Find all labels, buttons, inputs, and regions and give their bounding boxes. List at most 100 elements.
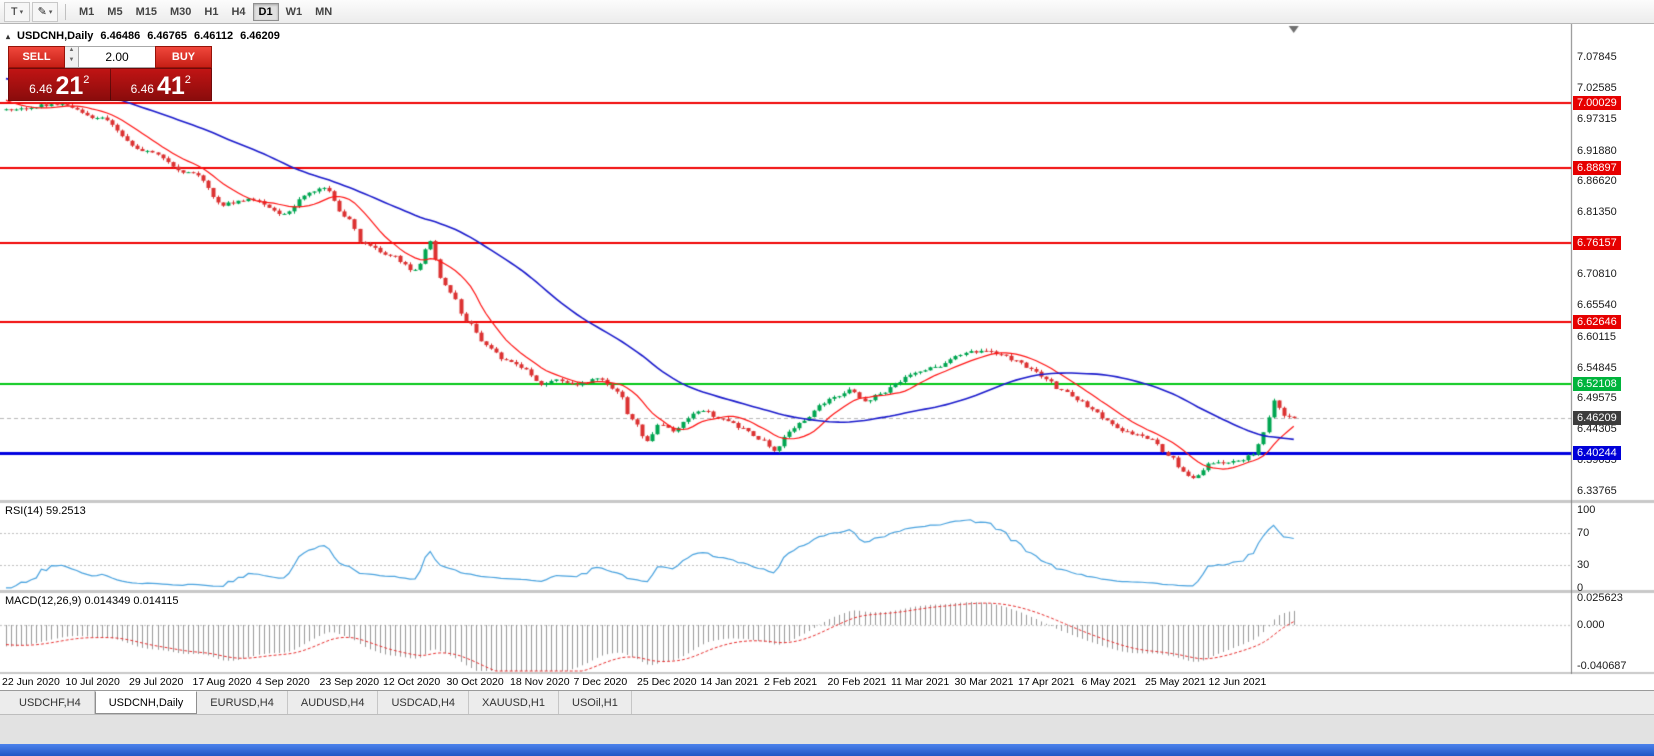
price-scale-label: 6.81350 [1577, 206, 1617, 219]
bid-price-prefix: 6.46 [29, 82, 53, 96]
toolbar-separator [65, 3, 66, 20]
price-scale-label: 6.60115 [1577, 330, 1616, 343]
timeframe-button-m30[interactable]: M30 [164, 3, 197, 21]
chart-tab-usdcad[interactable]: USDCAD,H4 [378, 691, 470, 714]
macd-indicator-label: MACD(12,26,9) 0.014349 0.014115 [5, 595, 179, 607]
chart-tab-eurusd[interactable]: EURUSD,H4 [197, 691, 288, 714]
timeframe-button-mn[interactable]: MN [309, 3, 338, 21]
chart-tab-xauusd[interactable]: XAUUSD,H1 [469, 691, 559, 714]
rsi-scale-label: 70 [1577, 527, 1590, 540]
ohlc-open: 6.46486 [100, 30, 141, 42]
text-tool-label: T [10, 5, 18, 18]
chart-tab-usdchf[interactable]: USDCHF,H4 [6, 691, 95, 714]
price-scale-label: 7.07845 [1577, 51, 1617, 63]
chart-symbol-period: USDCNH,Daily [17, 30, 94, 42]
price-chart-canvas[interactable] [0, 24, 1654, 690]
date-scale-label: 14 Jan 2021 [700, 676, 759, 688]
price-scale-label: 6.86620 [1577, 175, 1617, 188]
pencil-icon: ✎ [37, 6, 47, 18]
timeframe-button-d1[interactable]: D1 [252, 2, 279, 21]
bid-price-panel[interactable]: 6.46 21 2 [9, 69, 111, 100]
chart-tab-usoil[interactable]: USOil,H1 [559, 691, 632, 714]
price-scale-label: 7.02585 [1577, 81, 1617, 94]
price-scale-label: 6.65540 [1577, 298, 1617, 311]
price-scale-label: 6.91880 [1577, 144, 1617, 157]
price-scale-label: 6.44305 [1577, 423, 1617, 436]
date-scale-label: 25 May 2021 [1145, 676, 1206, 688]
date-scale-label: 23 Sep 2020 [319, 676, 380, 688]
rsi-scale-label: 100 [1577, 504, 1596, 516]
date-scale-label: 29 Jul 2020 [129, 676, 184, 688]
date-scale-label: 25 Dec 2020 [637, 676, 697, 688]
date-axis[interactable]: 22 Jun 2020 10 Jul 2020 29 Jul 2020 17 Aug … [0, 676, 1571, 690]
macd-scale-label: 0.000 [1577, 619, 1605, 631]
timeframe-button-m5[interactable]: M5 [101, 3, 128, 21]
volume-down-arrow-icon[interactable]: ▼ [68, 57, 75, 63]
timeframe-button-h1[interactable]: H1 [198, 3, 224, 21]
price-line-badge: 6.52108 [1573, 376, 1621, 391]
chevron-down-icon: ▾ [48, 8, 53, 16]
price-line-badge: 6.40244 [1573, 446, 1621, 461]
ask-price-big: 41 [156, 72, 185, 100]
ask-price-prefix: 6.46 [130, 82, 154, 96]
top-toolbar: T ▾ ✎ ▾ M1 M5 M15 M30 H1 H4 D1 W1 MN [0, 0, 1654, 24]
timeframe-button-w1[interactable]: W1 [280, 3, 309, 21]
bid-price-sup: 2 [83, 74, 90, 86]
window-bottom-edge [0, 714, 1654, 745]
price-line-badge: 6.76157 [1573, 235, 1621, 250]
timeframe-button-m15[interactable]: M15 [130, 3, 163, 21]
date-scale-label: 10 Jul 2020 [65, 676, 120, 688]
ask-price-sup: 2 [184, 74, 191, 86]
price-scale-label: 6.97315 [1577, 112, 1617, 125]
text-tool-button[interactable]: T ▾ [4, 1, 30, 22]
chart-tab-audusd[interactable]: AUDUSD,H4 [288, 691, 379, 714]
chart-ohlc-header: ▴ USDCNH,Daily 6.46486 6.46765 6.46112 6… [6, 30, 280, 42]
date-scale-label: 6 May 2021 [1081, 676, 1137, 688]
date-scale-label: 20 Feb 2021 [827, 676, 887, 688]
date-scale-label: 17 Aug 2020 [192, 676, 252, 688]
macd-scale-label: -0.040687 [1577, 660, 1627, 672]
date-scale-label: 30 Oct 2020 [446, 676, 504, 688]
date-scale-label: 30 Mar 2021 [954, 676, 1014, 688]
rsi-scale-label: 30 [1577, 558, 1590, 571]
one-click-trading-panel: SELL ▲ ▼ 2.00 BUY 6.46 21 2 6.46 41 2 [8, 46, 212, 101]
one-click-collapse-icon[interactable]: ▴ [6, 31, 11, 41]
volume-up-arrow-icon[interactable]: ▲ [68, 47, 75, 53]
date-scale-label: 7 Dec 2020 [573, 676, 628, 688]
price-axis[interactable]: 7.07845 7.02585 6.97315 6.91880 6.86620 6.813… [1572, 24, 1654, 690]
one-click-price-row: 6.46 21 2 6.46 41 2 [8, 68, 212, 101]
taskbar-strip[interactable] [0, 744, 1654, 756]
timeframe-button-m1[interactable]: M1 [73, 3, 100, 21]
date-scale-label: 4 Sep 2020 [256, 676, 310, 688]
date-scale-label: 11 Mar 2021 [891, 676, 950, 688]
price-line-badge: 6.46209 [1573, 411, 1621, 426]
buy-button[interactable]: BUY [155, 46, 212, 68]
date-scale-label: 12 Jun 2021 [1208, 676, 1267, 688]
date-scale-label: 22 Jun 2020 [2, 676, 60, 688]
price-scale-label: 6.49575 [1577, 392, 1617, 405]
date-scale-label: 2 Feb 2021 [764, 676, 818, 688]
volume-input[interactable]: 2.00 [79, 46, 155, 68]
ohlc-high: 6.46765 [147, 30, 187, 42]
ask-price-panel[interactable]: 6.46 41 2 [111, 69, 212, 100]
price-scale-label: 6.70810 [1577, 267, 1617, 280]
chart-tab-usdcnh[interactable]: USDCNH,Daily [94, 691, 198, 714]
price-line-badge: 6.62646 [1573, 314, 1621, 329]
price-scale-label: 6.54845 [1577, 361, 1617, 374]
sell-button[interactable]: SELL [8, 46, 65, 68]
one-click-order-row: SELL ▲ ▼ 2.00 BUY [8, 46, 212, 68]
ohlc-close: 6.46209 [240, 30, 280, 42]
timeframe-buttons: M1 M5 M15 M30 H1 H4 D1 W1 MN [73, 2, 338, 21]
rsi-scale-label: 0 [1577, 582, 1584, 594]
date-scale-label: 12 Oct 2020 [383, 676, 441, 688]
ohlc-low: 6.46112 [193, 30, 234, 42]
rsi-indicator-label: RSI(14) 59.2513 [5, 505, 86, 517]
price-line-badge: 6.88897 [1573, 161, 1621, 175]
price-scale-label: 6.33765 [1577, 484, 1617, 497]
price-line-badge: 7.00029 [1573, 95, 1621, 110]
draw-tool-button[interactable]: ✎ ▾ [32, 1, 58, 22]
volume-stepper[interactable]: ▲ ▼ [65, 46, 79, 68]
timeframe-button-h4[interactable]: H4 [225, 3, 251, 21]
date-scale-label: 17 Apr 2021 [1018, 676, 1075, 688]
